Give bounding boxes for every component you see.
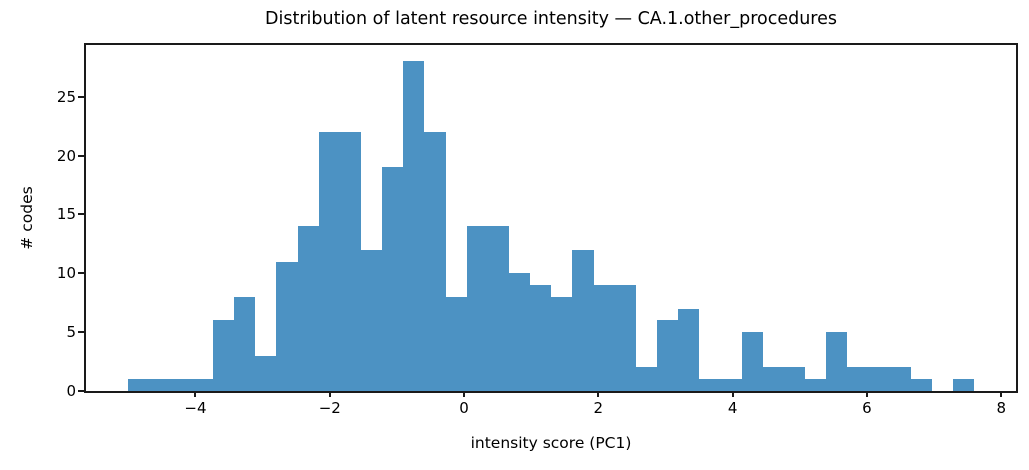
y-tick-label: 20 [56,146,76,165]
histogram-bar [424,132,446,391]
histogram-bar [466,226,488,391]
x-tick-label: 8 [996,399,1006,417]
chart-title: Distribution of latent resource intensit… [265,9,837,29]
histogram-bar [191,379,213,391]
x-tick-label: −2 [318,399,341,417]
histogram-bar [868,367,890,391]
histogram-bar [128,379,150,391]
histogram-bar [318,132,340,391]
histogram-bar [403,61,425,391]
histogram-bar [360,249,383,391]
y-tick-mark [78,331,84,334]
histogram-bar [678,308,700,391]
histogram-bar [699,379,721,391]
histogram-bar [276,261,298,391]
histogram-bar [593,285,615,391]
x-tick-label: −4 [184,399,207,417]
histogram-bar [614,285,636,391]
y-tick-label: 10 [56,264,76,283]
x-tick-mark [597,391,600,397]
histogram-bar [149,379,171,391]
histogram-bar [170,379,192,391]
x-tick-mark [463,391,466,397]
x-axis-label: intensity score (PC1) [470,434,632,452]
histogram-bar [212,320,235,391]
x-tick-mark [194,391,197,397]
histogram-bar [910,379,933,391]
histogram-bar [805,379,827,391]
y-tick-label: 15 [56,205,76,224]
y-tick-label: 5 [66,323,76,342]
y-tick-mark [78,154,84,157]
x-tick-label: 2 [593,399,604,417]
x-tick-mark [328,391,331,397]
histogram-bar [382,167,404,391]
x-tick-mark [731,391,734,397]
x-tick-mark [865,391,868,397]
histogram-bar [297,226,319,391]
histogram-bar [784,367,806,391]
y-tick-label: 0 [66,382,76,400]
histogram-bar [657,320,679,391]
histogram-bar [530,285,552,391]
x-tick-label: 4 [727,399,738,417]
histogram-bar [762,367,784,391]
histogram-bar [255,355,277,391]
histogram-bar [720,379,742,391]
histogram-bar [339,132,361,391]
y-tick-mark [78,390,84,392]
histogram-bar [572,249,594,391]
histogram-bar [445,296,467,391]
y-tick-mark [78,213,84,216]
histogram-bar [953,379,975,391]
histogram-bar [487,226,510,391]
y-tick-label: 25 [56,87,76,106]
histogram-bar [635,367,658,391]
x-tick-label: 0 [459,399,469,417]
histogram-bar [234,296,256,391]
histogram-bar [509,273,531,391]
y-tick-mark [78,95,84,98]
histogram-bar [551,296,573,391]
y-tick-mark [78,272,84,275]
histogram-bar [847,367,869,391]
histogram-bar [826,332,848,391]
plot-frame [84,43,1018,393]
histogram-bars-layer [86,45,1016,391]
x-tick-mark [1000,391,1003,397]
x-tick-label: 6 [862,399,872,417]
histogram-bar [889,367,911,391]
histogram-bar [741,332,763,391]
